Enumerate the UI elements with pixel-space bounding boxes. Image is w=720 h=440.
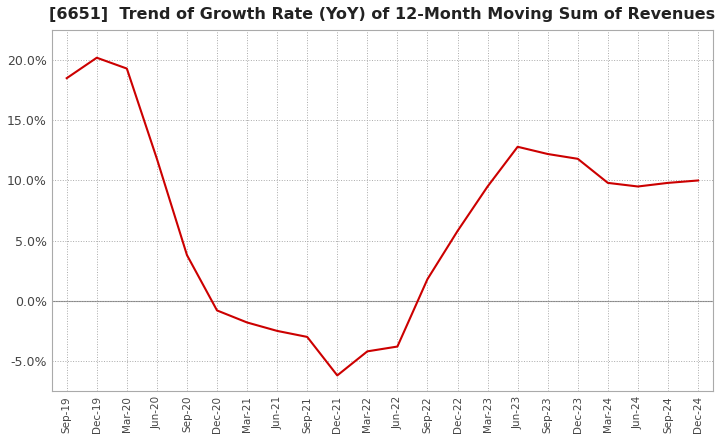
Title: [6651]  Trend of Growth Rate (YoY) of 12-Month Moving Sum of Revenues: [6651] Trend of Growth Rate (YoY) of 12-… — [49, 7, 716, 22]
